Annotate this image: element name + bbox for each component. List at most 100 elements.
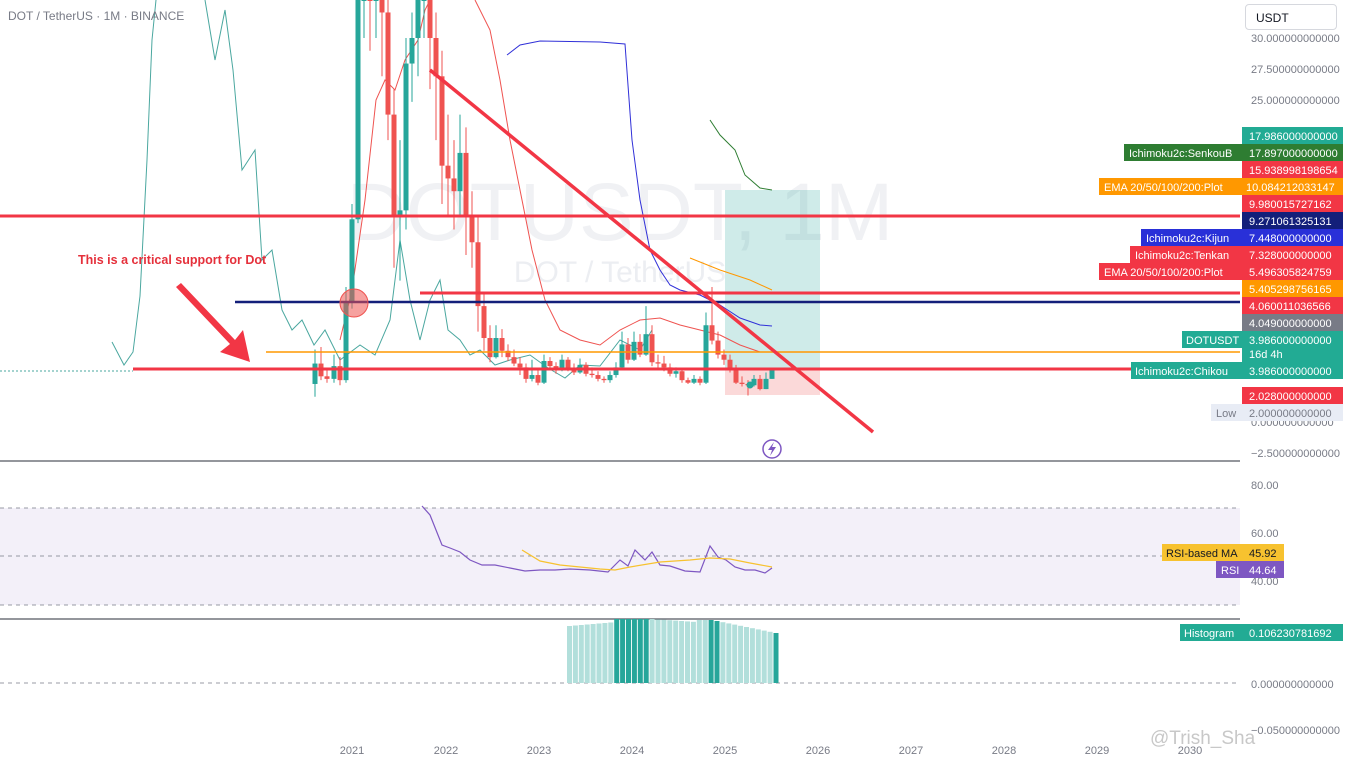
support-arrow[interactable] <box>176 283 250 362</box>
candle <box>343 302 349 381</box>
support-circle-marker[interactable] <box>339 288 369 318</box>
histogram-bar <box>602 623 608 683</box>
rsi-ma-value: 45.92 <box>1249 548 1277 560</box>
histogram-bar <box>620 619 626 683</box>
candle <box>643 334 649 355</box>
candle <box>589 373 595 376</box>
histogram-bar <box>732 624 738 683</box>
candle <box>523 367 529 379</box>
candle <box>757 378 763 390</box>
x-tick-label: 2030 <box>1178 745 1202 757</box>
histogram-bar <box>596 623 602 683</box>
candle <box>337 366 343 381</box>
x-tick-label: 2021 <box>340 745 364 757</box>
histogram-bar <box>661 619 667 683</box>
downtrend-line[interactable] <box>428 68 875 434</box>
histogram-bar <box>643 619 649 683</box>
candle <box>703 325 709 383</box>
histogram-bar <box>567 626 572 683</box>
candle <box>487 338 493 358</box>
candle <box>361 0 367 1</box>
time-axis[interactable]: 2021 2022 2023 2024 2025 2026 2027 2028 … <box>340 745 1202 757</box>
x-tick-label: 2027 <box>899 745 923 757</box>
candle <box>499 338 505 351</box>
candle <box>427 0 433 38</box>
candle <box>355 0 361 220</box>
ind-label: Ichimoku2c:SenkouB <box>1129 148 1232 160</box>
candle <box>763 378 769 390</box>
symbol-title[interactable]: DOT / TetherUS · 1M · BINANCE <box>8 9 185 23</box>
histogram-bar <box>720 622 726 683</box>
candle <box>649 334 655 363</box>
candle <box>463 152 469 217</box>
y-tick-label: 30.000000000000 <box>1251 33 1340 45</box>
price-axis[interactable]: 30.000000000000 27.500000000000 25.00000… <box>1251 33 1340 737</box>
ind-label: EMA 20/50/100/200:Plot <box>1104 267 1223 279</box>
y-tick-label: 27.500000000000 <box>1251 64 1340 76</box>
ind-label: RSI <box>1221 565 1239 577</box>
histogram-bar <box>738 625 744 683</box>
price-tag: 17.897000000000 <box>1249 148 1338 160</box>
candle <box>715 340 721 355</box>
candle <box>331 366 337 379</box>
long-position-profit-zone[interactable] <box>725 190 820 368</box>
candle <box>324 376 330 379</box>
candle <box>769 369 775 379</box>
candle <box>451 178 457 192</box>
histogram-bar <box>755 629 761 683</box>
ema-line-orange <box>689 257 773 291</box>
candle <box>312 363 318 384</box>
histogram-bar <box>649 619 655 683</box>
x-tick-label: 2023 <box>527 745 551 757</box>
histogram-bar <box>584 624 590 683</box>
ind-label: Low <box>1216 408 1236 420</box>
price-tags: 17.986000000000 Ichimoku2c:SenkouB 17.89… <box>1099 127 1343 641</box>
horizontal-levels[interactable] <box>0 214 1240 372</box>
currency-button[interactable]: USDT <box>1245 4 1337 30</box>
support-annotation[interactable]: This is a critical support for Dot <box>78 253 267 267</box>
candle <box>529 375 535 379</box>
histogram-bar <box>673 620 679 683</box>
hist-tick-label: −0.050000000000 <box>1251 725 1340 737</box>
candle <box>535 375 541 383</box>
histogram-bar <box>631 619 637 683</box>
histogram-bar <box>679 621 685 683</box>
price-tag: 5.496305824759 <box>1249 267 1332 279</box>
candle <box>433 38 439 77</box>
histogram-bar <box>761 630 767 683</box>
rsi-tick-label: 40.00 <box>1251 576 1279 588</box>
y-tick-label: 25.000000000000 <box>1251 95 1340 107</box>
histogram-bar <box>590 624 596 683</box>
candle <box>493 338 499 358</box>
histogram-bars <box>567 619 779 683</box>
rsi-tick-label: 60.00 <box>1251 528 1279 540</box>
candle-series <box>312 0 775 397</box>
candle <box>733 368 739 383</box>
candle <box>475 242 481 307</box>
candle <box>697 378 703 383</box>
price-tag: 15.938998198654 <box>1249 165 1338 177</box>
price-tag: 17.986000000000 <box>1249 131 1338 143</box>
candle <box>409 38 415 64</box>
author-watermark: @Trish_Sha <box>1150 728 1256 749</box>
x-tick-label: 2022 <box>434 745 458 757</box>
price-tag: 5.405298756165 <box>1249 284 1332 296</box>
candle <box>631 341 637 360</box>
rsi-band <box>0 508 1240 605</box>
candle <box>391 114 397 217</box>
rsi-tick-label: 80.00 <box>1251 480 1279 492</box>
histogram-bar <box>749 628 755 683</box>
histogram-bar <box>696 620 702 683</box>
price-tag: 3.986000000000 <box>1249 366 1332 378</box>
countdown-tag: 16d 4h <box>1249 349 1283 361</box>
candle <box>379 0 385 13</box>
candle <box>691 378 697 383</box>
candle <box>667 367 673 374</box>
x-tick-label: 2025 <box>713 745 737 757</box>
ind-label: Ichimoku2c:Tenkan <box>1135 250 1229 262</box>
candle <box>505 350 511 358</box>
bg-symbol-watermark: DOTUSDT, 1M <box>347 167 894 258</box>
candle <box>721 354 727 360</box>
ind-label: Ichimoku2c:Kijun <box>1146 233 1229 245</box>
